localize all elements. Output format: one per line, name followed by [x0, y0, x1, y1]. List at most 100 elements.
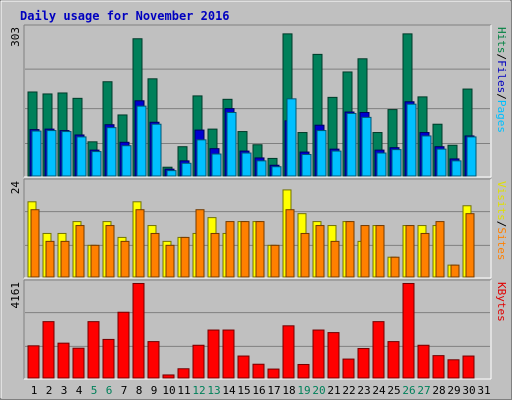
bar-pages-day-17	[271, 166, 282, 177]
bar-sites-day-19	[300, 232, 310, 278]
bar-kbytes-day-25	[387, 341, 400, 379]
bar-sites-day-8	[135, 209, 145, 278]
x-tick-label: 17	[267, 384, 280, 397]
bar-kbytes-day-26	[402, 282, 415, 379]
x-tick-label: 28	[432, 384, 445, 397]
bar-pages-day-14	[226, 112, 237, 177]
bar-kbytes-day-27	[417, 344, 430, 379]
bar-sites-day-25	[390, 256, 400, 278]
panel-kbytes: 4161 KBytes	[9, 279, 508, 380]
x-tick-label: 4	[76, 384, 83, 397]
bar-kbytes-day-10	[162, 374, 175, 379]
panel-visits-sites: 24 Visits/Sites	[9, 178, 508, 279]
legend-pages: Pages	[495, 100, 508, 133]
bar-pages-day-4	[76, 136, 87, 177]
bar-pages-day-22	[346, 112, 357, 177]
bar-kbytes-day-17	[267, 368, 280, 379]
x-tick-label: 18	[282, 384, 295, 397]
bar-sites-day-2	[45, 240, 55, 278]
x-tick-label: 7	[121, 384, 128, 397]
bar-kbytes-day-30	[462, 355, 475, 379]
chart-title: Daily usage for November 2016	[20, 9, 230, 23]
bar-pages-day-26	[406, 103, 417, 177]
bar-pages-day-25	[391, 149, 402, 177]
bar-kbytes-day-4	[72, 347, 85, 379]
y-max-label: 303	[9, 27, 22, 47]
bar-kbytes-day-2	[42, 321, 55, 379]
bar-sites-day-13	[210, 232, 220, 278]
bar-kbytes-day-13	[207, 329, 220, 379]
bar-sites-day-28	[435, 221, 445, 278]
side-legend: Visits/Sites	[495, 181, 508, 261]
bar-kbytes-day-20	[312, 329, 325, 379]
bar-pages-day-7	[121, 145, 132, 177]
x-tick-label: 21	[327, 384, 340, 397]
bar-sites-day-14	[225, 221, 235, 278]
bar-pages-day-8	[136, 105, 147, 177]
bar-pages-day-11	[181, 162, 192, 177]
legend-separator: /	[495, 93, 508, 100]
bar-pages-day-2	[46, 130, 57, 177]
x-tick-label: 24	[372, 384, 386, 397]
x-tick-label: 6	[106, 384, 113, 397]
x-tick-label: 25	[387, 384, 400, 397]
x-tick-label: 31	[477, 384, 490, 397]
bar-sites-day-22	[345, 221, 355, 278]
x-tick-label: 5	[91, 384, 98, 397]
side-legend: KBytes	[495, 282, 508, 322]
x-tick-label: 30	[462, 384, 475, 397]
bar-pages-day-6	[106, 127, 117, 177]
x-tick-label: 14	[222, 384, 236, 397]
x-tick-label: 11	[177, 384, 190, 397]
side-legend: Hits/Files/Pages	[495, 27, 508, 133]
x-tick-label: 12	[192, 384, 205, 397]
legend-sites: Sites	[495, 227, 508, 260]
bar-sites-day-4	[75, 225, 85, 278]
bar-kbytes-day-16	[252, 363, 265, 379]
bar-sites-day-24	[375, 225, 385, 278]
legend-files: Files	[495, 60, 508, 93]
x-tick-label: 16	[252, 384, 265, 397]
bar-pages-day-10	[166, 170, 177, 177]
bar-pages-day-18	[286, 98, 297, 177]
x-tick-label: 15	[237, 384, 250, 397]
bar-kbytes-day-18	[282, 325, 295, 379]
bar-pages-day-21	[331, 150, 342, 177]
bar-sites-day-11	[180, 236, 190, 278]
bar-kbytes-day-24	[372, 321, 385, 379]
x-tick-label: 3	[61, 384, 68, 397]
bar-pages-day-9	[151, 123, 162, 177]
bar-kbytes-day-29	[447, 359, 460, 379]
bar-sites-day-5	[90, 244, 100, 278]
bar-sites-day-21	[330, 240, 340, 278]
bar-sites-day-30	[465, 213, 475, 278]
bar-kbytes-day-9	[147, 341, 160, 379]
bar-kbytes-day-5	[87, 321, 100, 379]
bar-pages-day-15	[241, 152, 252, 177]
y-max-label: 24	[9, 181, 22, 195]
bar-pages-day-12	[196, 139, 207, 177]
bar-kbytes-day-8	[132, 282, 145, 379]
x-tick-label: 19	[297, 384, 310, 397]
bar-sites-day-7	[120, 240, 130, 278]
bar-sites-day-6	[105, 225, 115, 278]
bar-sites-day-12	[195, 209, 205, 278]
bar-kbytes-day-6	[102, 338, 115, 379]
panel-hits-files-pages: 303 Hits/Files/Pages	[9, 24, 508, 178]
x-axis-labels: 1 2 3 4 5 6 7 8 9 10 11 12 13 14 15 16 17 18 19 20 21 22 23 24 2…	[31, 384, 491, 397]
bar-sites-day-27	[420, 232, 430, 278]
x-tick-label: 8	[136, 384, 143, 397]
bar-sites-day-17	[270, 244, 280, 278]
bar-sites-day-29	[450, 264, 460, 278]
bar-sites-day-3	[60, 240, 70, 278]
bar-sites-day-26	[405, 225, 415, 278]
legend-separator: /	[495, 221, 508, 228]
bar-kbytes-day-3	[57, 342, 70, 379]
bar-kbytes-day-12	[192, 344, 205, 379]
bar-sites-day-20	[315, 225, 325, 278]
bar-kbytes-day-1	[27, 345, 40, 379]
x-tick-label: 13	[207, 384, 220, 397]
x-tick-label: 22	[342, 384, 355, 397]
legend-kbytes: KBytes	[495, 282, 508, 322]
